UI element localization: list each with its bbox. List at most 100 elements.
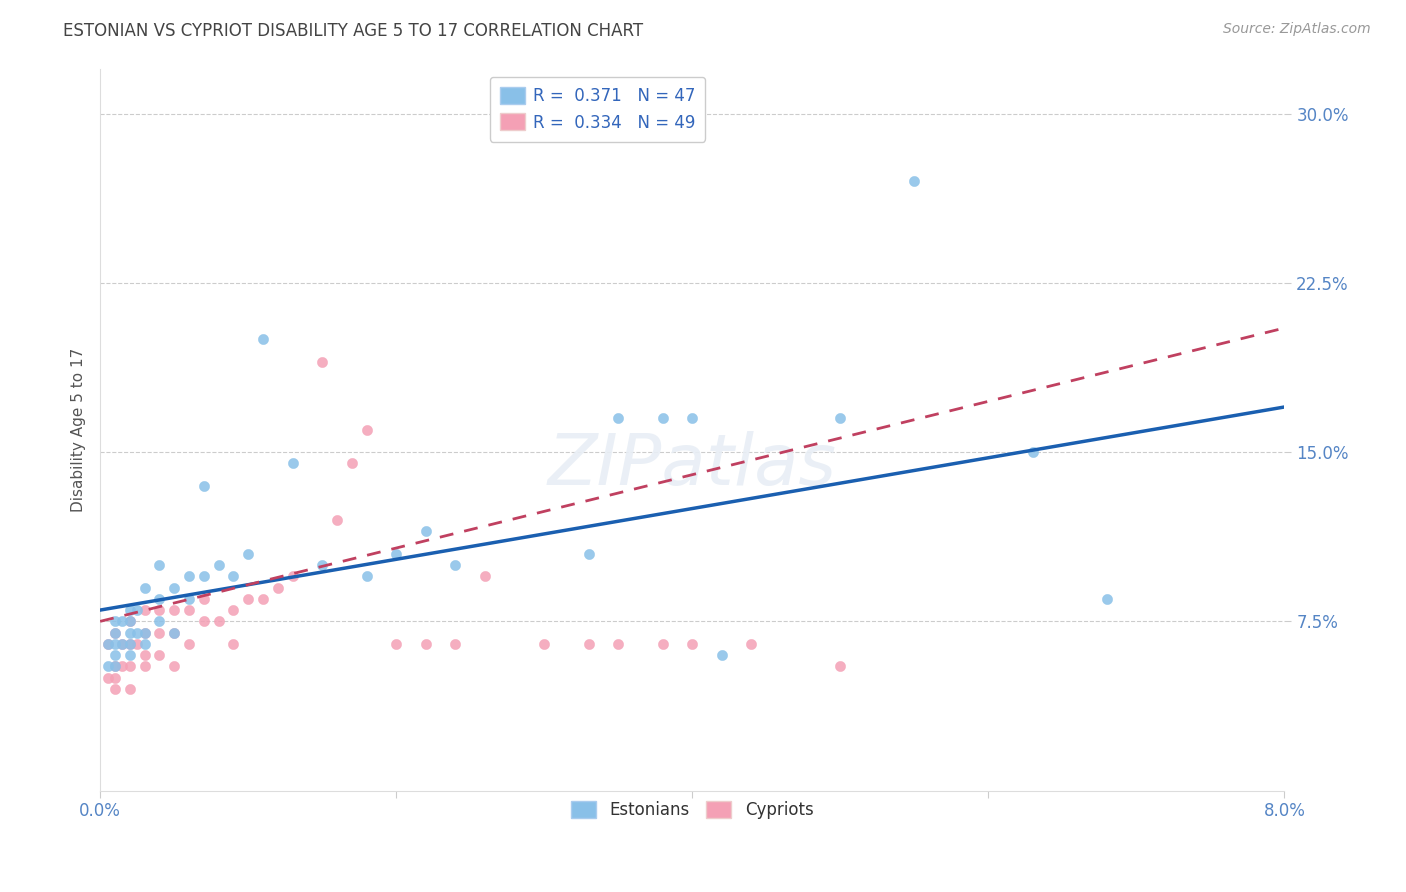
Point <box>104 648 127 663</box>
Point <box>415 524 437 538</box>
Point <box>134 637 156 651</box>
Point <box>415 637 437 651</box>
Point <box>127 625 149 640</box>
Point <box>148 558 170 572</box>
Point <box>96 659 118 673</box>
Point <box>177 569 200 583</box>
Point <box>127 637 149 651</box>
Point <box>104 625 127 640</box>
Point <box>111 637 134 651</box>
Point <box>104 637 127 651</box>
Point <box>104 671 127 685</box>
Point <box>193 591 215 606</box>
Point <box>118 648 141 663</box>
Point <box>193 479 215 493</box>
Point <box>134 625 156 640</box>
Text: ZIPatlas: ZIPatlas <box>548 431 837 500</box>
Text: Source: ZipAtlas.com: Source: ZipAtlas.com <box>1223 22 1371 37</box>
Point <box>710 648 733 663</box>
Point <box>177 603 200 617</box>
Point <box>104 615 127 629</box>
Point <box>111 637 134 651</box>
Point <box>148 603 170 617</box>
Point <box>356 423 378 437</box>
Point <box>474 569 496 583</box>
Point <box>118 659 141 673</box>
Point <box>281 569 304 583</box>
Point <box>118 625 141 640</box>
Point <box>193 569 215 583</box>
Point <box>104 659 127 673</box>
Point <box>177 637 200 651</box>
Point <box>903 174 925 188</box>
Point <box>118 681 141 696</box>
Point <box>444 637 467 651</box>
Point <box>222 637 245 651</box>
Point <box>111 615 134 629</box>
Point <box>385 637 408 651</box>
Point <box>148 591 170 606</box>
Point <box>681 637 703 651</box>
Point <box>96 637 118 651</box>
Point <box>118 615 141 629</box>
Point <box>252 591 274 606</box>
Point <box>207 558 229 572</box>
Point <box>222 569 245 583</box>
Point <box>1022 445 1045 459</box>
Point <box>96 671 118 685</box>
Point <box>118 615 141 629</box>
Point <box>104 681 127 696</box>
Point <box>385 547 408 561</box>
Point <box>127 603 149 617</box>
Text: ESTONIAN VS CYPRIOT DISABILITY AGE 5 TO 17 CORRELATION CHART: ESTONIAN VS CYPRIOT DISABILITY AGE 5 TO … <box>63 22 644 40</box>
Point <box>163 581 186 595</box>
Point <box>1095 591 1118 606</box>
Point <box>118 603 141 617</box>
Point <box>356 569 378 583</box>
Point <box>681 411 703 425</box>
Point <box>134 603 156 617</box>
Point <box>134 659 156 673</box>
Point <box>311 355 333 369</box>
Point <box>177 591 200 606</box>
Point <box>830 411 852 425</box>
Point <box>163 625 186 640</box>
Point <box>281 457 304 471</box>
Point <box>104 625 127 640</box>
Point <box>134 581 156 595</box>
Legend: Estonians, Cypriots: Estonians, Cypriots <box>564 794 820 826</box>
Point <box>118 637 141 651</box>
Point <box>104 659 127 673</box>
Point <box>193 615 215 629</box>
Point <box>134 625 156 640</box>
Point <box>238 591 260 606</box>
Point <box>111 659 134 673</box>
Point <box>118 637 141 651</box>
Point <box>740 637 762 651</box>
Point <box>651 411 673 425</box>
Point <box>311 558 333 572</box>
Point <box>578 547 600 561</box>
Point <box>267 581 290 595</box>
Point <box>607 637 630 651</box>
Y-axis label: Disability Age 5 to 17: Disability Age 5 to 17 <box>72 348 86 512</box>
Point <box>238 547 260 561</box>
Point <box>607 411 630 425</box>
Point <box>148 625 170 640</box>
Point <box>830 659 852 673</box>
Point <box>533 637 555 651</box>
Point <box>134 648 156 663</box>
Point <box>222 603 245 617</box>
Point <box>163 625 186 640</box>
Point <box>148 648 170 663</box>
Point <box>207 615 229 629</box>
Point <box>326 513 349 527</box>
Point <box>96 637 118 651</box>
Point <box>163 603 186 617</box>
Point <box>252 332 274 346</box>
Point <box>340 457 363 471</box>
Point <box>444 558 467 572</box>
Point <box>651 637 673 651</box>
Point <box>163 659 186 673</box>
Point <box>578 637 600 651</box>
